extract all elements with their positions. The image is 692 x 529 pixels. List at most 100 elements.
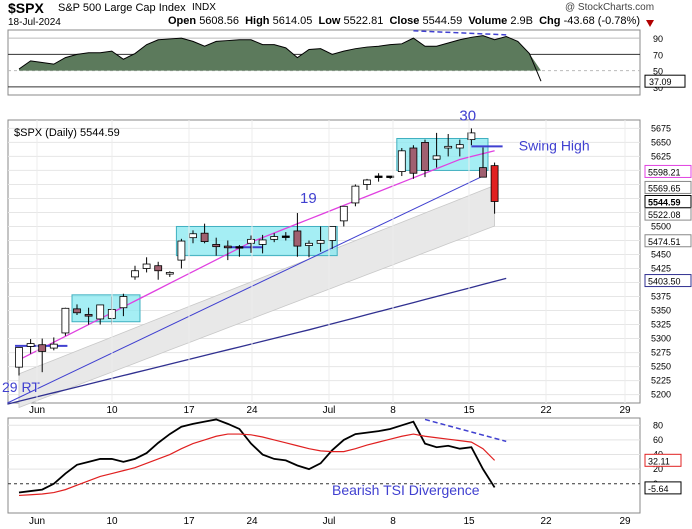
price-tick-label: 5650 [651, 137, 671, 147]
rsi-area [19, 35, 541, 71]
rsi-line [18, 35, 542, 82]
x-tick-label-bottom: Jun [29, 516, 45, 527]
ohlc-row: Open 5608.56 High 5614.05 Low 5522.81 Cl… [168, 15, 640, 27]
price-tick-label: 5200 [651, 390, 671, 400]
price-last-label: 5403.50 [648, 277, 681, 287]
candle-body [339, 205, 348, 222]
low-label: Low [318, 15, 341, 27]
price-tick-label: 5425 [651, 264, 671, 274]
candle-body [305, 242, 313, 246]
candle-body [84, 314, 93, 317]
price-last-box [644, 164, 692, 178]
annotation-29rt: 29 RT [2, 379, 40, 395]
candle-body [119, 296, 128, 309]
price-last-label: 5544.59 [648, 197, 681, 207]
ema-line [18, 150, 495, 361]
chart-date: 18-Jul-2024 [8, 17, 61, 28]
down-triangle-icon [646, 20, 654, 27]
rsi-tick-label: 90 [653, 34, 663, 44]
tsi-divergence-line [424, 418, 507, 443]
low-value: 5522.81 [343, 15, 384, 27]
rsi-divergence-line [413, 30, 507, 36]
rsi-last-value: 37.09 [649, 77, 672, 87]
candle-body [444, 145, 453, 149]
x-tick-label-bottom: 29 [619, 516, 631, 527]
candle-body [386, 175, 395, 178]
candle-body [223, 245, 232, 249]
annotation-30: 30 [459, 107, 476, 124]
candle-body [374, 175, 383, 178]
rsi-panel [7, 29, 641, 96]
price-tick-label: 5225 [651, 376, 671, 386]
tsi-tick-label: 60 [653, 435, 663, 445]
tsi-last-box [644, 453, 682, 467]
x-tick-label: 22 [540, 405, 552, 416]
candle-body [212, 244, 221, 248]
candle-body [61, 307, 70, 334]
candle-body [281, 235, 290, 238]
candle-body [351, 185, 360, 204]
candle-body [49, 343, 58, 349]
candle-body [479, 167, 487, 178]
tsi-signal-line [18, 433, 496, 497]
close-value: 5544.59 [422, 15, 463, 27]
chg-value: -43.68 (-0.78%) [563, 15, 640, 27]
price-last-box [644, 194, 692, 208]
candle-body [142, 263, 151, 269]
candle-body [293, 230, 302, 247]
trend-line [7, 175, 484, 404]
x-tick-label-bottom: 10 [106, 516, 118, 527]
x-tick-label: 24 [246, 405, 258, 416]
tsi-annotation: Bearish TSI Divergence [332, 482, 480, 498]
price-last-box [644, 207, 692, 221]
candle-body [328, 226, 337, 241]
x-tick-label: Jun [29, 405, 45, 416]
price-last-label: 5569.65 [648, 183, 681, 193]
x-tick-label: 8 [390, 405, 396, 416]
rsi-last-box [644, 74, 686, 88]
price-tick-label: 5250 [651, 362, 671, 372]
candle-body [177, 240, 186, 261]
volume-value: 2.9B [510, 15, 533, 27]
x-tick-label: 10 [106, 405, 118, 416]
consolidation-box [175, 225, 338, 257]
tsi-panel [7, 417, 641, 514]
candle-body [409, 147, 418, 174]
price-last-label: 5522.08 [648, 210, 681, 220]
price-legend: $SPX (Daily) 5544.59 [14, 127, 120, 139]
candle-body [270, 236, 279, 240]
x-tick-label: 29 [619, 405, 631, 416]
candle-body [73, 308, 81, 314]
candle-body [421, 142, 429, 171]
candle-body [235, 246, 244, 249]
candle-body [96, 304, 105, 320]
x-tick-label-bottom: 17 [183, 516, 195, 527]
open-value: 5608.56 [199, 15, 239, 27]
candle-body [165, 272, 174, 275]
candle-body [154, 265, 163, 272]
candle-body [397, 150, 406, 172]
close-label: Close [389, 15, 420, 27]
price-last-box [644, 234, 692, 248]
rsi-tick-label: 70 [653, 50, 663, 60]
candle-body [15, 347, 23, 368]
price-tick-label: 5325 [651, 320, 671, 330]
rsi-tick-label: 50 [653, 67, 663, 77]
volume-label: Volume [468, 15, 508, 27]
open-label: Open [168, 15, 197, 27]
x-tick-label: 15 [463, 405, 475, 416]
x-tick-label-bottom: Jul [323, 516, 336, 527]
tsi-tick-label: 80 [653, 420, 663, 430]
high-value: 5614.05 [272, 15, 313, 27]
exchange-label: INDX [192, 2, 216, 13]
watermark: @ StockCharts.com [565, 2, 655, 13]
candle-body [467, 132, 476, 141]
price-tick-label: 5275 [651, 348, 671, 358]
x-tick-label-bottom: 15 [463, 516, 475, 527]
symbol-name: S&P 500 Large Cap Index [58, 2, 186, 14]
candle-body [455, 144, 464, 149]
price-last-box [644, 274, 692, 288]
candle-body [38, 344, 47, 352]
high-label: High [245, 15, 270, 27]
